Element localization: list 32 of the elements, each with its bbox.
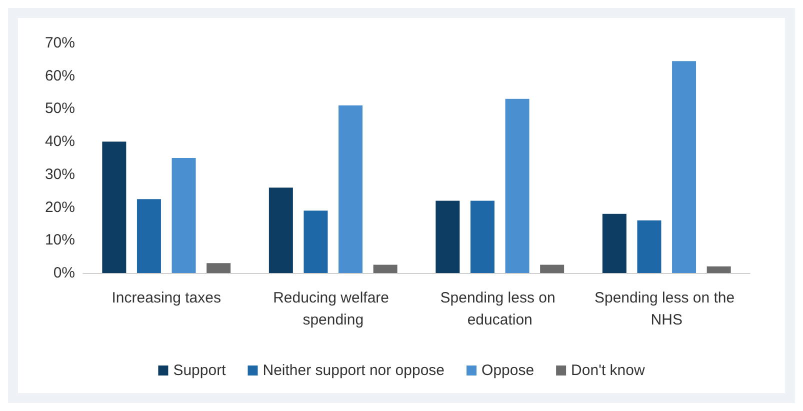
bar [206,263,231,273]
x-tick-label: Reducing welfare spending [273,290,394,328]
bar [602,214,626,273]
x-tick-label: Increasing taxes [112,290,221,306]
bar [102,142,126,273]
legend-label: Oppose [482,362,534,379]
y-tick-label: 0% [53,264,75,282]
y-tick-label: 70% [44,34,75,52]
y-tick-label: 20% [44,198,75,216]
y-tick-label: 10% [44,232,75,249]
y-tick-label: 40% [44,133,75,150]
bar [706,266,731,273]
x-tick-label: Spending less on the NHS [594,290,739,328]
bar [505,98,530,273]
bar [172,158,196,273]
y-tick-label: 60% [44,67,75,84]
bar [436,200,460,273]
legend-label: Don't know [571,362,645,379]
bar [672,61,696,273]
bar [637,220,662,273]
y-tick-label: 50% [44,100,75,118]
y-tick-label: 30% [44,166,75,183]
bar [268,188,293,273]
bar [540,264,564,273]
legend-label: Neither support nor oppose [262,362,445,379]
bar [470,200,494,273]
bar [136,199,161,273]
bar [338,105,363,273]
legend-label: Support [173,362,227,379]
bar [373,264,398,273]
x-tick-label: Spending less on education [440,290,560,328]
bar [304,210,328,273]
